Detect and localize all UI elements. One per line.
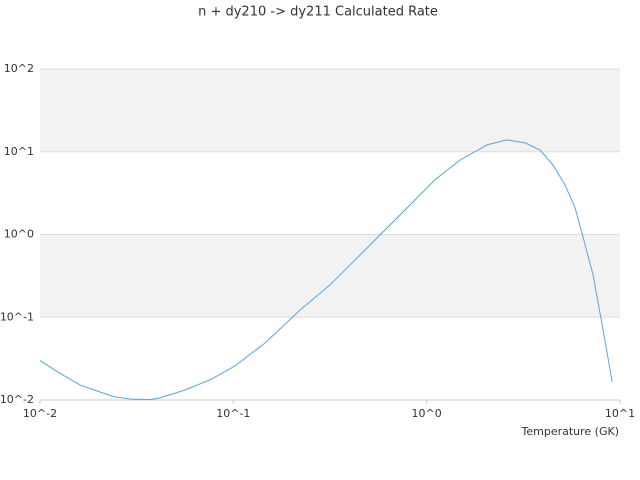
y-tick-label: 10^-2 [0, 393, 34, 406]
x-tick-label: 10^-1 [216, 407, 250, 420]
grid-band [40, 69, 620, 152]
y-tick-label: 10^0 [4, 228, 34, 241]
grid-band [40, 234, 620, 318]
y-tick-label: 10^1 [4, 145, 34, 158]
x-tick-label: 10^-2 [23, 407, 57, 420]
y-tick-label: 10^2 [4, 62, 34, 75]
chart-title: n + dy210 -> dy211 Calculated Rate [198, 5, 438, 20]
x-axis-label: Temperature (GK) [521, 425, 620, 438]
x-tick-label: 10^1 [605, 407, 635, 420]
data-line [39, 139, 613, 401]
x-tick-label: 10^0 [412, 407, 442, 420]
y-tick-label: 10^-1 [0, 310, 34, 323]
